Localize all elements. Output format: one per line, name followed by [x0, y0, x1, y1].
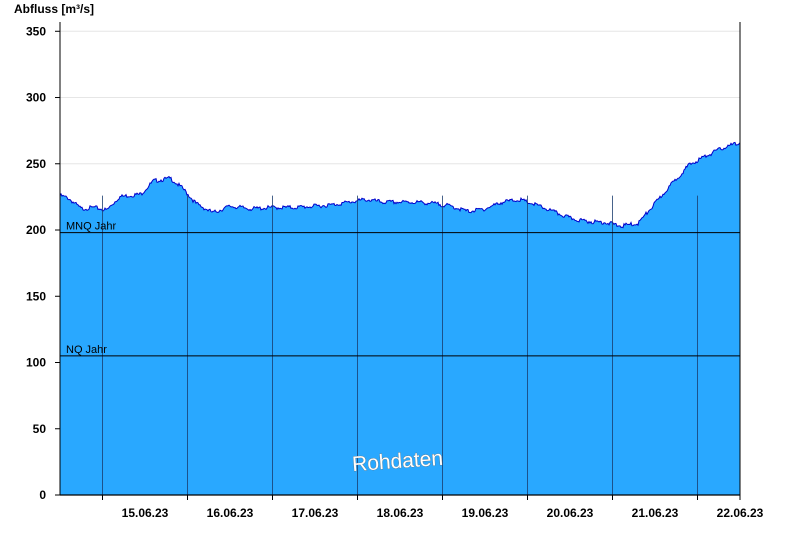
- x-tick-label-0: 15.06.23: [122, 506, 169, 520]
- tick-labels: 0 50 100 150 200 250 300 350 15.06.23 16.06.23 17.…: [26, 24, 764, 520]
- series-layer: [59, 141, 741, 495]
- y-tick-label-50: 50: [33, 422, 47, 436]
- y-tick-label-150: 150: [26, 289, 46, 303]
- y-tick-label-300: 300: [26, 91, 46, 105]
- y-axis-label: Abfluss [m³/s]: [14, 2, 94, 16]
- x-tick-label-4: 19.06.23: [462, 506, 509, 520]
- y-tick-label-0: 0: [39, 488, 46, 502]
- x-tick-label-2: 17.06.23: [292, 506, 339, 520]
- reference-label-1: NQ Jahr: [66, 344, 107, 356]
- x-tick-label-7: 22.06.23: [717, 506, 764, 520]
- series-area: [60, 142, 740, 495]
- series-line: [59, 141, 741, 229]
- x-tick-label-1: 16.06.23: [207, 506, 254, 520]
- reference-lines: MNQ Jahr NQ Jahr: [60, 221, 740, 357]
- reference-label-0: MNQ Jahr: [66, 221, 116, 233]
- y-tick-label-200: 200: [26, 223, 46, 237]
- x-tick-label-6: 21.06.23: [632, 506, 679, 520]
- y-tick-label-250: 250: [26, 157, 46, 171]
- y-tick-label-350: 350: [26, 24, 46, 38]
- axes: [55, 22, 741, 500]
- y-tick-label-100: 100: [26, 356, 46, 370]
- x-tick-label-3: 18.06.23: [377, 506, 424, 520]
- x-tick-label-5: 20.06.23: [547, 506, 594, 520]
- day-gridlines: [102, 195, 698, 495]
